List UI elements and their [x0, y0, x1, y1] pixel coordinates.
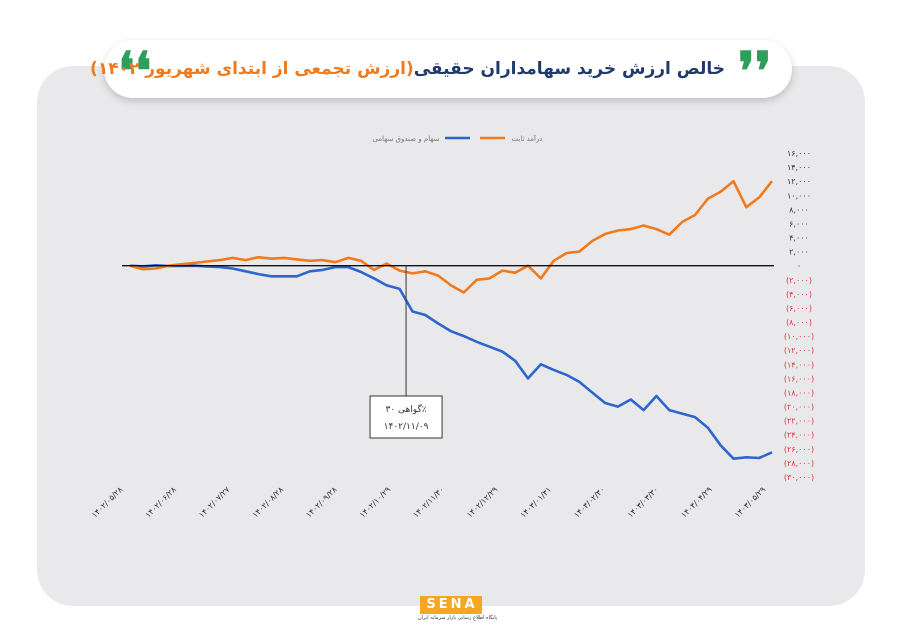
y-tick-label: (۱۸,۰۰۰) — [784, 388, 814, 397]
y-tick-label: (۲۸,۰۰۰) — [784, 459, 814, 468]
y-tick-label: ۱۴,۰۰۰ — [787, 163, 811, 172]
y-tick-label: (۳۰,۰۰۰) — [784, 473, 814, 482]
x-tick-label: ۱۴۰۳/۰۱/۳۱ — [519, 485, 553, 519]
logo-tagline: پایگاه اطلاع رسانی بازار سرمایه ایران — [418, 615, 498, 621]
x-tick-label: ۱۴۰۳/۰۳/۳۰ — [626, 485, 660, 519]
x-tick-label: ۱۴۰۲/۱۰/۲۹ — [358, 485, 392, 519]
x-tick-label: ۱۴۰۳/۰۴/۲۹ — [679, 485, 713, 519]
legend-label-stocks: سهام و صندوق سهامی — [373, 135, 440, 143]
y-tick-label: ۴,۰۰۰ — [789, 234, 809, 243]
x-tick-label: ۱۴۰۳/۰۲/۳۰ — [572, 485, 606, 519]
y-tick-label: (۶,۰۰۰) — [786, 304, 812, 313]
x-axis-ticks: ۱۴۰۲/۰۵/۲۸ ۱۴۰۲/۰۶/۲۸ ۱۴۰۲/۰۷/۲۷ ۱۴۰۲/۰۸/۲۸… — [90, 485, 767, 520]
x-tick-label: ۱۴۰۲/۱۲/۲۹ — [465, 485, 499, 519]
sena-logo: SENA پایگاه اطلاع رسانی بازار سرمایه ایر… — [418, 593, 498, 625]
y-tick-label: ۶,۰۰۰ — [789, 219, 809, 228]
y-tick-label: (۱۰,۰۰۰) — [784, 332, 814, 341]
chart-card — [37, 66, 865, 606]
x-tick-label: ۱۴۰۲/۰۵/۲۸ — [90, 485, 125, 520]
y-tick-label: ۱۶,۰۰۰ — [787, 149, 811, 158]
annotation: گواهی ۳۰٪ ۱۴۰۲/۱۱/۰۹ — [369, 265, 443, 439]
chart-legend: سهام و صندوق سهامی درآمد ثابت — [373, 134, 543, 143]
series-line-1 — [129, 263, 773, 461]
annotation-box — [369, 395, 443, 439]
chart-title-sub: (ارزش تجمعی از ابتدای شهریور ۱۴۰۲) — [90, 59, 414, 79]
series-line-2 — [129, 179, 774, 294]
logo-wordmark: SENA — [420, 596, 482, 614]
quote-right-icon: ❜❜ — [738, 41, 772, 102]
x-tick-label: ۱۴۰۲/۰۶/۲۸ — [144, 485, 179, 520]
chart-title: خالص ارزش خرید سهامداران حقیقی(ارزش تجمع… — [90, 54, 726, 84]
y-tick-label: (۲۴,۰۰۰) — [784, 431, 814, 440]
y-tick-label: ۱۲,۰۰۰ — [787, 177, 811, 186]
title-banner — [104, 40, 792, 98]
series-layer — [129, 179, 774, 461]
y-tick-label: ۲,۰۰۰ — [789, 248, 809, 257]
y-axis-ticks: ۱۶,۰۰۰ ۱۴,۰۰۰ ۱۲,۰۰۰ ۱۰,۰۰۰ ۸,۰۰۰ ۶,۰۰۰ ۴,۰۰۰ ۲… — [784, 149, 814, 482]
y-tick-label: (۱۴,۰۰۰) — [784, 360, 814, 369]
y-tick-label: (۸,۰۰۰) — [786, 318, 812, 327]
y-tick-label: (۴,۰۰۰) — [786, 290, 812, 299]
x-tick-label: ۱۴۰۲/۱۱/۳۰ — [411, 485, 445, 519]
y-tick-label: (۱۲,۰۰۰) — [784, 346, 814, 355]
y-tick-label: ۰ — [797, 262, 801, 271]
legend-label-fixed-income: درآمد ثابت — [512, 134, 543, 143]
y-tick-label: ۱۰,۰۰۰ — [787, 191, 811, 200]
chart-title-main: خالص ارزش خرید سهامداران حقیقی — [413, 59, 726, 79]
y-tick-label: (۲۶,۰۰۰) — [784, 445, 814, 454]
y-tick-label: (۲۰,۰۰۰) — [784, 403, 814, 412]
x-tick-label: ۱۴۰۲/۰۹/۲۸ — [304, 485, 339, 520]
y-tick-label: ۸,۰۰۰ — [789, 205, 809, 214]
x-tick-label: ۱۴۰۲/۰۷/۲۷ — [197, 485, 232, 520]
quote-left-icon: ❛❛ — [118, 41, 152, 102]
y-tick-label: (۲,۰۰۰) — [786, 276, 812, 285]
annotation-label-2: ۱۴۰۲/۱۱/۰۹ — [384, 422, 429, 432]
annotation-label-1: گواهی ۳۰٪ — [386, 403, 427, 415]
x-tick-label: ۱۴۰۲/۰۸/۲۸ — [251, 485, 286, 520]
y-tick-label: (۱۶,۰۰۰) — [784, 374, 814, 383]
x-tick-label: ۱۴۰۳/۰۵/۲۹ — [733, 485, 767, 519]
y-tick-label: (۲۲,۰۰۰) — [784, 417, 814, 426]
